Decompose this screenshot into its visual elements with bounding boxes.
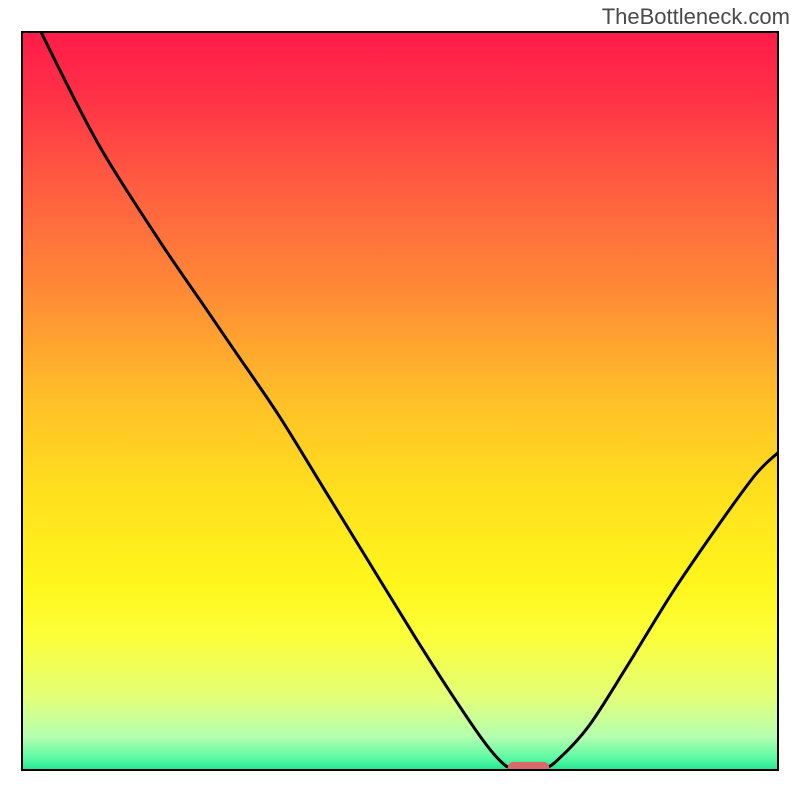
optimal-marker: [508, 762, 550, 774]
chart-canvas: [0, 0, 800, 800]
gradient-background: [22, 32, 778, 770]
bottleneck-chart: TheBottleneck.com: [0, 0, 800, 800]
watermark-label: TheBottleneck.com: [602, 4, 790, 30]
